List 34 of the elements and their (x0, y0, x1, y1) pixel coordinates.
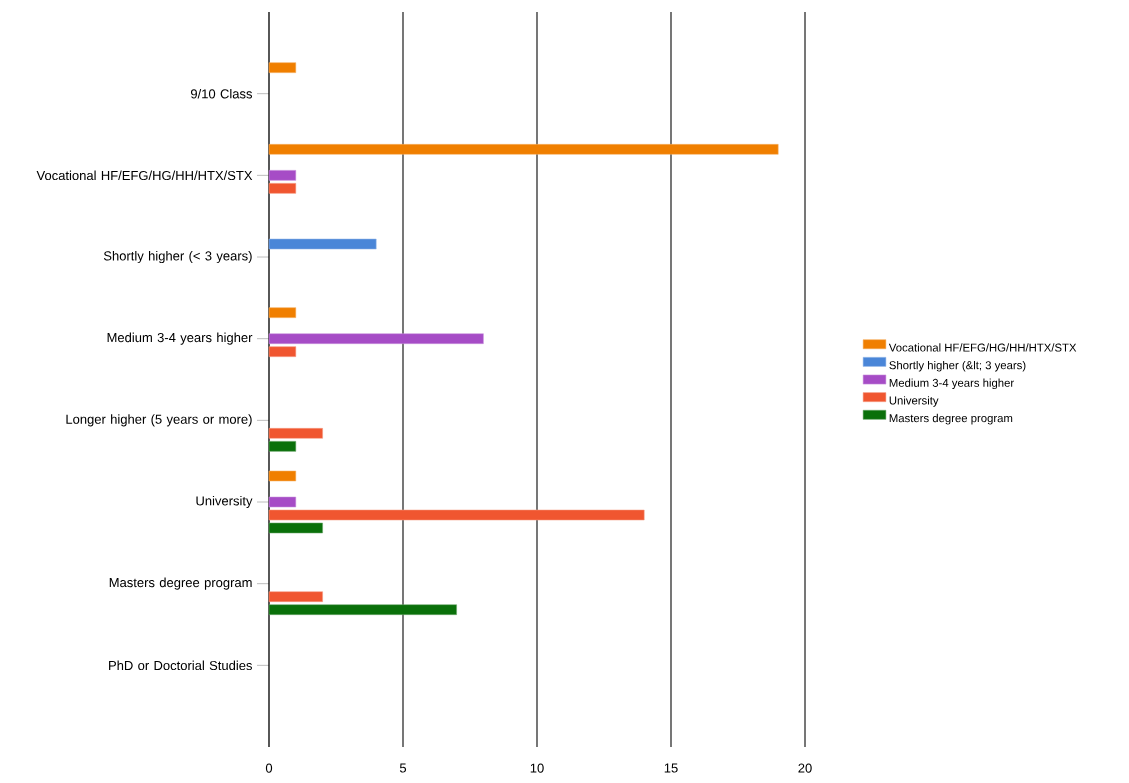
y-tick-label: Longer higher (5 years or more) (66, 414, 252, 427)
y-tick-label: Shortly higher (< 3 years) (103, 250, 252, 264)
bar (268, 604, 457, 615)
legend-label: University (889, 396, 939, 407)
legend-label: Masters degree program (889, 413, 1013, 425)
x-tick-label: 10 (530, 763, 544, 773)
x-tick-label: 20 (798, 763, 812, 773)
bar (268, 62, 297, 73)
x-tick-label: 0 (265, 763, 273, 773)
bar (268, 307, 297, 318)
bar (268, 183, 297, 194)
y-tick-label: University (196, 495, 253, 509)
y-tick-label: Masters degree program (109, 577, 252, 590)
bar (268, 238, 377, 250)
y-tick-label: PhD or Doctorial Studies (109, 660, 253, 671)
bar (268, 333, 484, 344)
legend-label: Vocational HF/EFG/HG/HH/HTX/STX (888, 343, 1077, 352)
x-tick-label: 15 (664, 763, 678, 773)
bar (268, 509, 645, 521)
bar (268, 522, 323, 534)
x-tick-label: 5 (399, 763, 407, 773)
y-tick-label: Vocational HF/EFG/HG/HH/HTX/STX (36, 170, 253, 181)
bar (268, 170, 297, 181)
bar (268, 428, 323, 439)
legend-label: Shortly higher (&lt; 3 years) (889, 360, 1026, 372)
legend-label: Medium 3-4 years higher (889, 378, 1014, 390)
bar (268, 144, 779, 155)
bar (268, 441, 297, 452)
y-tick-label: 9/10 Class (190, 88, 253, 99)
y-tick-label: Medium 3-4 years higher (107, 332, 253, 345)
bar (268, 496, 297, 508)
bar (268, 470, 297, 482)
bar (268, 591, 323, 602)
bar (268, 346, 297, 357)
